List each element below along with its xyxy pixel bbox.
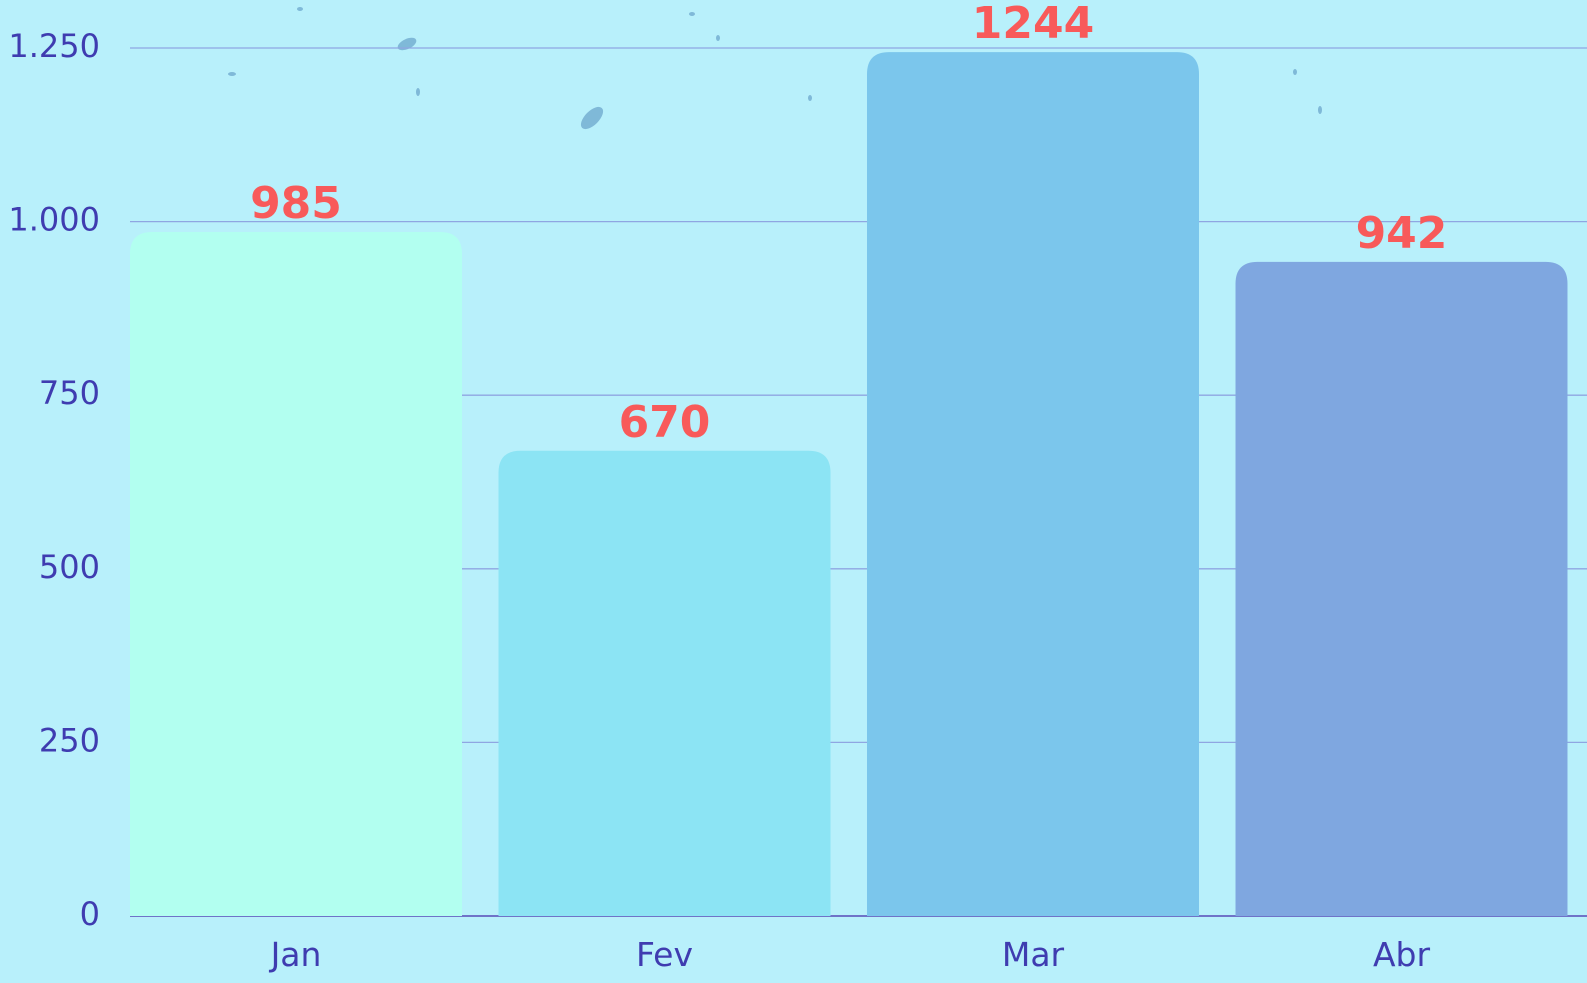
bar: [499, 451, 831, 916]
bar: [867, 52, 1199, 916]
value-label: 985: [250, 178, 342, 229]
y-tick-label: 1.250: [8, 27, 100, 65]
x-tick-label: Fev: [636, 935, 693, 974]
y-tick-label: 0: [80, 895, 100, 933]
chart: 0 250 500 750 1.000 1.250 Jan 985 Fev 670 Mar 1244 A…: [0, 0, 1587, 983]
y-tick-label: 500: [39, 548, 100, 586]
y-tick-label: 750: [39, 374, 100, 412]
value-label: 942: [1356, 208, 1448, 259]
x-tick-label: Mar: [1002, 935, 1065, 974]
bar: [130, 232, 462, 916]
x-tick-label: Abr: [1373, 935, 1431, 974]
x-tick-label: Jan: [269, 935, 322, 974]
value-label: 670: [619, 397, 711, 448]
y-tick-label: 1.000: [8, 201, 100, 239]
value-label: 1244: [972, 0, 1094, 49]
bar: [1236, 262, 1568, 916]
y-tick-label: 250: [39, 721, 100, 759]
